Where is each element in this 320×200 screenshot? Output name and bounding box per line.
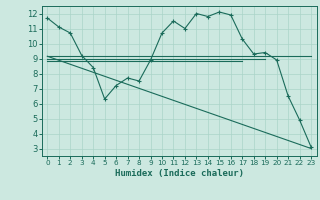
X-axis label: Humidex (Indice chaleur): Humidex (Indice chaleur) xyxy=(115,169,244,178)
